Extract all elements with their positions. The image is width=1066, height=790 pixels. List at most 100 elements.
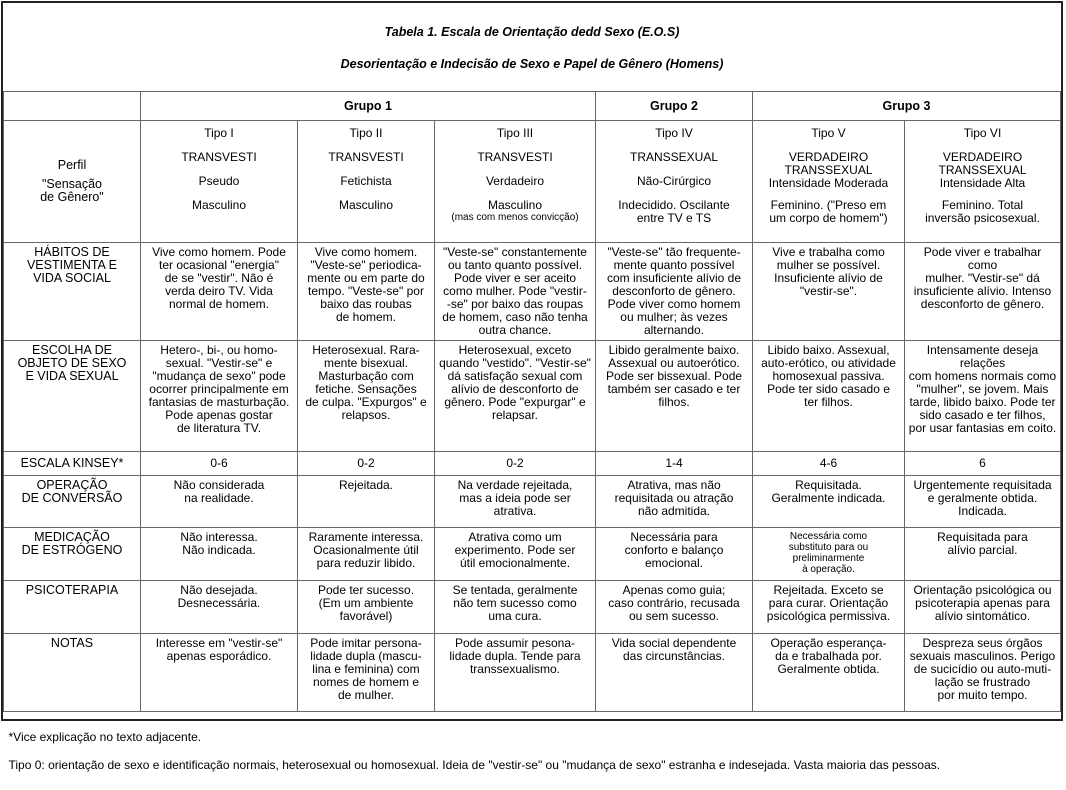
table-cell: Não desejada. Desnecessária.: [141, 581, 298, 634]
table-cell: 6: [905, 452, 1061, 476]
group-3-header: Grupo 3: [753, 92, 1061, 121]
tipo-subtype: Não-Cirúrgico: [599, 175, 749, 199]
row-label: ESCOLHA DE OBJETO DE SEXO E VIDA SEXUAL: [4, 341, 141, 452]
table-cell: Requisitada para alívio parcial.: [905, 528, 1061, 581]
gender-sensation: Feminino. ("Preso em um corpo de homem"): [756, 199, 901, 225]
table-title-cell: Tabela 1. Escala de Orientação dedd Sexo…: [4, 3, 1061, 92]
gender-sensation: Masculino: [301, 199, 431, 212]
group-1-header: Grupo 1: [141, 92, 596, 121]
table-cell: "Veste-se" tão frequente- mente quanto p…: [596, 243, 753, 341]
tipo-name: VERDADEIRO TRANSSEXUAL: [756, 151, 901, 177]
gender-sensation: Masculino: [438, 199, 592, 212]
tipo-note: (mas com menos convicção): [438, 212, 592, 223]
table-cell: Na verdade rejeitada, mas a ideia pode s…: [435, 476, 596, 528]
footnotes: *Vice explicação no texto adjacente. Tip…: [4, 712, 1061, 790]
table-cell: 0-2: [435, 452, 596, 476]
tipo-label: Tipo II: [301, 127, 431, 151]
gender-sensation: Masculino: [144, 199, 294, 212]
perfil-label: Perfil: [7, 159, 137, 172]
table-cell: Rejeitada.: [298, 476, 435, 528]
table-cell: Apenas como guia; caso contrário, recusa…: [596, 581, 753, 634]
table-cell: Orientação psicológica ou psicoterapia a…: [905, 581, 1061, 634]
sensacao-label: "Sensação de Gênero": [7, 178, 137, 204]
table-cell: Hetero-, bi-, ou homo- sexual. "Vestir-s…: [141, 341, 298, 452]
row-label: ESCALA KINSEY*: [4, 452, 141, 476]
table-subtitle: Desorientação e Indecisão de Sexo e Pape…: [7, 56, 1058, 72]
table-cell: Operação esperança- da e trabalhada por.…: [753, 634, 905, 712]
table-cell: Atrativa como um experimento. Pode ser ú…: [435, 528, 596, 581]
tipo-label: Tipo VI: [908, 127, 1057, 151]
tipo-subtype: Pseudo: [144, 175, 294, 199]
table-cell: Se tentada, geralmente não tem sucesso c…: [435, 581, 596, 634]
row-label: MEDICAÇÃO DE ESTRÓGENO: [4, 528, 141, 581]
table-cell: 1-4: [596, 452, 753, 476]
tipo-name: TRANSVESTI: [144, 151, 294, 175]
table-cell: Atrativa, mas não requisitada ou atração…: [596, 476, 753, 528]
table-cell: Pode viver e trabalhar como mulher. "Ves…: [905, 243, 1061, 341]
group-row: Grupo 1 Grupo 2 Grupo 3: [4, 92, 1061, 121]
table-cell: 0-2: [298, 452, 435, 476]
tipo-label: Tipo IV: [599, 127, 749, 151]
table-cell: Intensamente deseja relações com homens …: [905, 341, 1061, 452]
table-cell: Urgentemente requisitada e geralmente ob…: [905, 476, 1061, 528]
tipo-subtype: Fetichista: [301, 175, 431, 199]
table-cell: Heterosexual. Rara- mente bisexual. Mast…: [298, 341, 435, 452]
table-cell: Heterosexual, exceto quando "vestido". "…: [435, 341, 596, 452]
eos-table: Tabela 1. Escala de Orientação dedd Sexo…: [3, 3, 1061, 790]
footnote: Tipo 0: orientação de sexo e identificaç…: [9, 758, 1056, 772]
table-cell: Pode ter sucesso. (Em um ambiente favorá…: [298, 581, 435, 634]
row-label: HÁBITOS DE VESTIMENTA E VIDA SOCIAL: [4, 243, 141, 341]
table-cell: Raramente interessa. Ocasionalmente útil…: [298, 528, 435, 581]
table-cell: 0-6: [141, 452, 298, 476]
tipo-subtype: Verdadeiro: [438, 175, 592, 199]
gender-sensation: Indecidido. Oscilante entre TV e TS: [599, 199, 749, 225]
table-cell: Necessária como substituto para ou preli…: [753, 528, 905, 581]
row-label: NOTAS: [4, 634, 141, 712]
row-label: OPERAÇÃO DE CONVERSÃO: [4, 476, 141, 528]
tipo-name: TRANSSEXUAL: [599, 151, 749, 175]
table-cell: Vida social dependente das circunstância…: [596, 634, 753, 712]
footnote-row: *Vice explicação no texto adjacente. Tip…: [4, 712, 1061, 790]
table-cell: Pode imitar persona- lidade dupla (mascu…: [298, 634, 435, 712]
table-cell: Despreza seus órgãos sexuais masculinos.…: [905, 634, 1061, 712]
tipo-label: Tipo I: [144, 127, 294, 151]
table-cell: Não interessa. Não indicada.: [141, 528, 298, 581]
table-cell: Vive como homem. "Veste-se" periodica- m…: [298, 243, 435, 341]
tipo-name: TRANSVESTI: [438, 151, 592, 175]
table-cell: Vive como homem. Pode ter ocasional "ene…: [141, 243, 298, 341]
table-cell: Libido geralmente baixo. Assexual ou aut…: [596, 341, 753, 452]
tipo-name: TRANSVESTI: [301, 151, 431, 175]
group-2-header: Grupo 2: [596, 92, 753, 121]
table-cell: Pode assumir pesona- lidade dupla. Tende…: [435, 634, 596, 712]
gender-sensation: Feminino. Total inversão psicosexual.: [908, 199, 1057, 225]
row-label: PSICOTERAPIA: [4, 581, 141, 634]
table-cell: Rejeitada. Exceto se para curar. Orienta…: [753, 581, 905, 634]
empty-corner: [4, 92, 141, 121]
table-cell: 4-6: [753, 452, 905, 476]
tipo-name: VERDADEIRO TRANSSEXUAL: [908, 151, 1057, 177]
perfil-label-cell: Perfil "Sensação de Gênero": [4, 121, 141, 243]
tipo-label: Tipo V: [756, 127, 901, 151]
table-cell: Libido baixo. Assexual, auto-erótico, ou…: [753, 341, 905, 452]
table-cell: Necessária para conforto e balanço emoci…: [596, 528, 753, 581]
tipo-subtype: Intensidade Moderada: [756, 177, 901, 199]
table-cell: Vive e trabalha como mulher se possível.…: [753, 243, 905, 341]
tipo-subtype: Intensidade Alta: [908, 177, 1057, 199]
table-cell: "Veste-se" constantemente ou tanto quant…: [435, 243, 596, 341]
table-cell: Requisitada. Geralmente indicada.: [753, 476, 905, 528]
title-row: Tabela 1. Escala de Orientação dedd Sexo…: [4, 3, 1061, 92]
